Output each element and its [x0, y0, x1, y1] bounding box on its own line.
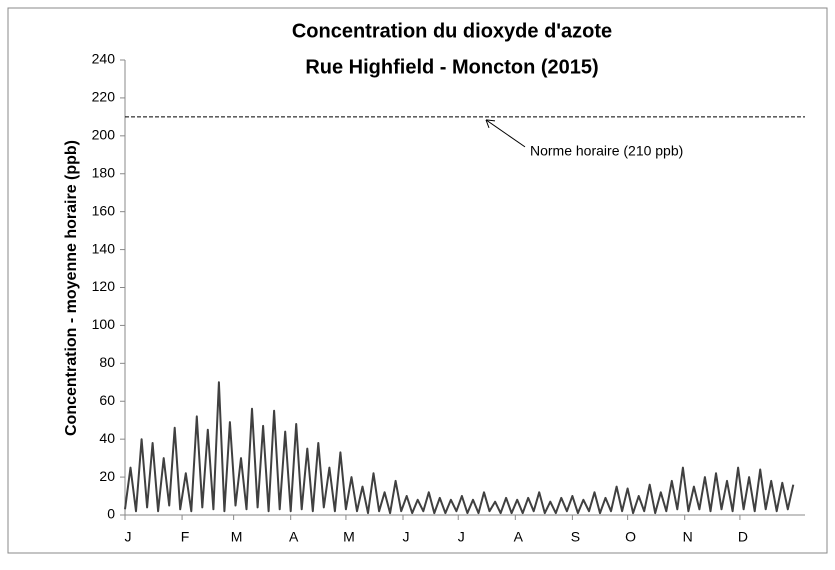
x-tick-label: A: [514, 529, 524, 545]
y-tick-label: 100: [92, 316, 116, 332]
x-tick-label: J: [458, 529, 465, 545]
x-tick-label: F: [181, 529, 190, 545]
chart-title: Concentration du dioxyde d'azote: [292, 20, 612, 42]
annotation: Norme horaire (210 ppb): [530, 143, 683, 159]
chart-subtitle: Rue Highfield - Moncton (2015): [305, 56, 598, 78]
y-tick-label: 80: [99, 354, 115, 370]
y-tick-label: 180: [92, 164, 116, 180]
y-tick-label: 60: [99, 392, 115, 408]
y-tick-label: 0: [107, 506, 115, 522]
y-tick-label: 240: [92, 51, 116, 67]
x-tick-label: S: [571, 529, 580, 545]
x-tick-label: M: [343, 529, 355, 545]
y-tick-label: 220: [92, 89, 116, 105]
y-tick-label: 120: [92, 278, 116, 294]
y-tick-label: 140: [92, 240, 116, 256]
x-tick-label: A: [289, 529, 299, 545]
y-tick-label: 160: [92, 202, 116, 218]
y-axis-label: Concentration - moyenne horaire (ppb): [63, 140, 80, 436]
data-line: [124, 381, 795, 515]
annotation-arrowhead: [485, 119, 496, 129]
x-tick-label: J: [403, 529, 410, 545]
x-tick-label: O: [625, 529, 636, 545]
y-tick-label: 40: [99, 430, 115, 446]
x-tick-label: N: [683, 529, 693, 545]
y-tick-label: 200: [92, 127, 116, 143]
annotation-arrow: [485, 119, 526, 148]
x-tick-label: J: [125, 529, 132, 545]
x-tick-label: D: [738, 529, 748, 545]
y-tick-label: 20: [99, 468, 115, 484]
chart-border: [7, 7, 828, 554]
x-tick-label: M: [231, 529, 243, 545]
